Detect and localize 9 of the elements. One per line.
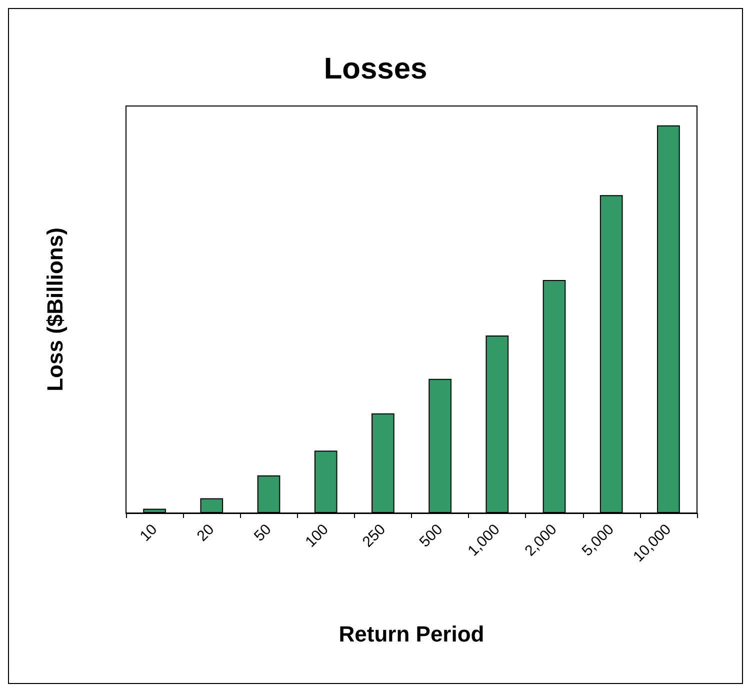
x-tick-label: 500 [416, 520, 446, 551]
x-tick-label: 50 [250, 520, 275, 545]
x-tick-label: 100 [302, 520, 332, 551]
chart-title: Losses [324, 52, 428, 86]
x-tick-label: 10 [136, 520, 161, 545]
x-tick-label: 20 [194, 520, 218, 545]
y-axis-title: Loss ($Billions) [42, 228, 68, 392]
x-tick-label: 250 [359, 520, 389, 551]
x-axis-title: Return Period [338, 622, 484, 646]
